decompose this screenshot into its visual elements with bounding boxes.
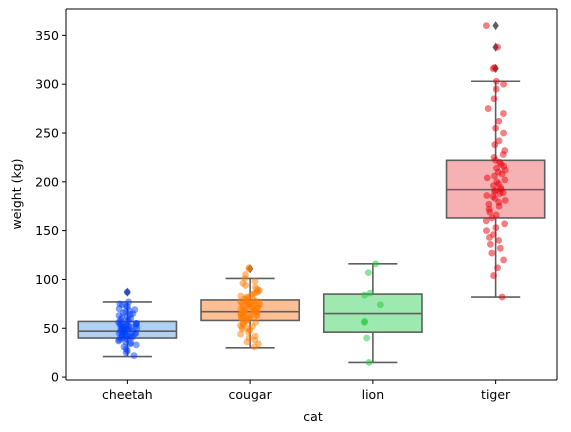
boxes-layer	[77, 21, 546, 366]
point-lion-6	[360, 318, 368, 326]
point-cougar-71	[245, 328, 252, 336]
point-tiger-55	[495, 236, 503, 244]
y-tick-label-350: 350	[35, 28, 59, 43]
point-cougar-76	[243, 338, 251, 346]
point-tiger-5	[500, 80, 508, 88]
point-lion-8	[365, 359, 373, 366]
x-tick-label-lion: lion	[362, 387, 385, 402]
point-tiger-13	[495, 137, 503, 145]
point-tiger-54	[486, 234, 493, 241]
point-cougar-1	[245, 265, 253, 273]
point-tiger-28	[501, 176, 509, 184]
point-tiger-58	[488, 249, 496, 257]
x-tick-label-cheetah: cheetah	[102, 387, 153, 402]
x-axis-title: cat	[303, 409, 323, 424]
point-lion-2	[366, 289, 374, 297]
point-tiger-51	[492, 224, 500, 232]
point-cheetah-56	[115, 337, 122, 345]
point-tiger-7	[490, 95, 498, 103]
point-tiger-1	[494, 43, 501, 51]
point-tiger-3	[489, 65, 497, 72]
y-axis-title: weight (kg)	[9, 158, 24, 229]
axes-layer: 0 50 100 150 200 250 300 350 cheetah cougar lion ti…	[35, 8, 558, 402]
point-tiger-27	[483, 174, 491, 182]
point-cougar-72	[237, 330, 244, 338]
point-tiger-38	[483, 192, 491, 199]
point-lion-7	[363, 334, 371, 342]
point-cougar-6	[242, 281, 250, 289]
point-cheetah-60	[132, 341, 140, 349]
point-tiger-12	[500, 129, 508, 137]
point-lion-0	[372, 260, 380, 268]
y-tick-label-250: 250	[35, 125, 59, 140]
point-cheetah-65	[130, 352, 138, 359]
y-tick-label-0: 0	[51, 370, 59, 385]
point-tiger-10	[495, 117, 503, 125]
point-tiger-4	[493, 77, 500, 85]
point-tiger-60	[494, 264, 501, 272]
point-cheetah-59	[126, 340, 134, 348]
point-tiger-48	[488, 214, 496, 222]
x-tick-label-tiger: tiger	[481, 387, 511, 402]
point-tiger-44	[495, 202, 503, 210]
point-tiger-50	[501, 220, 509, 228]
point-tiger-8	[484, 105, 492, 112]
point-lion-1	[364, 269, 372, 277]
point-tiger-14	[491, 141, 499, 149]
point-tiger-16	[499, 151, 507, 158]
y-tick-label-300: 300	[35, 77, 59, 92]
point-lion-4	[376, 301, 384, 309]
point-tiger-59	[500, 256, 508, 264]
y-tick-label-100: 100	[35, 272, 59, 287]
point-cougar-78	[250, 343, 258, 351]
y-tick-label-200: 200	[35, 174, 59, 189]
y-tick-label-50: 50	[43, 321, 59, 336]
point-tiger-62	[498, 293, 506, 301]
point-cougar-4	[251, 277, 259, 285]
point-cougar-52	[253, 312, 261, 319]
point-tiger-9	[500, 110, 507, 117]
point-tiger-11	[492, 124, 500, 132]
point-tiger-61	[490, 272, 497, 279]
point-tiger-0	[482, 22, 490, 29]
point-tiger-46	[486, 208, 494, 216]
point-tiger-41	[501, 196, 509, 204]
point-cheetah-64	[122, 349, 130, 357]
point-tiger-52	[483, 227, 490, 235]
point-cheetah-0	[123, 288, 131, 296]
y-tick-label-150: 150	[35, 223, 59, 238]
point-tiger-49	[482, 217, 490, 225]
point-tiger-57	[496, 244, 504, 252]
point-tiger-43	[485, 200, 493, 208]
point-tiger-6	[492, 85, 500, 93]
point-tiger-26	[491, 172, 498, 180]
x-tick-label-cougar: cougar	[229, 387, 273, 402]
point-tiger-25	[498, 170, 506, 178]
outlier-tiger-2	[492, 21, 499, 31]
point-tiger-37	[496, 190, 504, 197]
point-tiger-56	[486, 240, 494, 248]
point-lion-3	[361, 291, 368, 299]
